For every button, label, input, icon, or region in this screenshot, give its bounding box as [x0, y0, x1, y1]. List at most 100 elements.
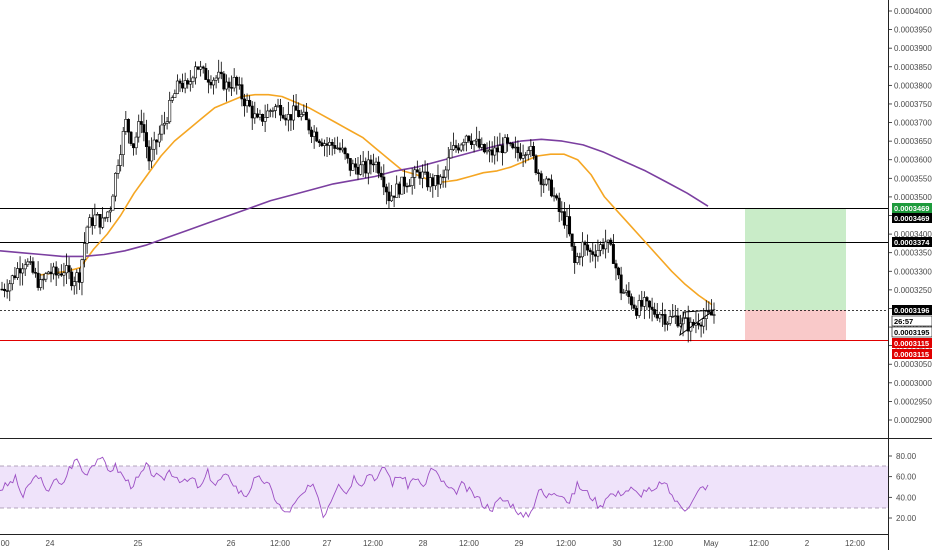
candle-body [245, 100, 249, 107]
time-tick-label: 2 [805, 539, 810, 548]
candle-body [163, 123, 167, 126]
price-tick-label: 0.0003900 [894, 44, 932, 53]
candle-body [34, 272, 38, 274]
candle-body [294, 105, 298, 111]
candle-body [103, 217, 107, 219]
candle-body [629, 296, 633, 306]
candle-body [310, 129, 314, 137]
candle-body [676, 315, 680, 327]
candle-body [614, 263, 618, 269]
candle-body [111, 195, 115, 211]
candle-body [263, 117, 267, 122]
candle-body [544, 178, 548, 185]
candle-body [431, 177, 435, 187]
take-profit-zone[interactable] [745, 208, 846, 310]
candle-body [250, 105, 254, 119]
candle-body [591, 251, 595, 255]
candle-body [201, 66, 205, 69]
candle-body [268, 110, 272, 112]
badge-resistance[interactable]: 0.0003469 [892, 213, 932, 223]
candle-body [196, 66, 200, 70]
triangle-pattern[interactable] [679, 309, 716, 337]
candle-body [707, 310, 711, 313]
price-tick-label: 0.0003850 [894, 63, 932, 72]
rsi-tick-label: 60.00 [896, 473, 917, 482]
candle-body [253, 113, 257, 119]
candle-body [444, 169, 448, 178]
candle-body [562, 211, 566, 226]
candle-body [227, 81, 231, 88]
candle-body [423, 171, 427, 174]
candle-body [570, 233, 574, 247]
candle-body [70, 271, 74, 287]
candle-body [93, 214, 97, 226]
candle-body [155, 139, 159, 143]
candle-body [101, 217, 105, 228]
candle-body [168, 100, 172, 123]
candle-body [23, 264, 27, 270]
badge-take-profit[interactable]: 0.0003469 [892, 203, 932, 213]
candle-body [557, 197, 561, 212]
candle-body [88, 217, 92, 228]
badge-support[interactable]: 0.0003374 [892, 237, 932, 247]
price-tick-label: 0.0003400 [894, 230, 932, 239]
candle-body [470, 140, 474, 145]
time-tick-label: 27 [323, 539, 332, 548]
badge-last-price[interactable]: 0.0003196 [892, 305, 932, 315]
candle-body [364, 161, 368, 174]
badge-countdown[interactable]: 26:57 [891, 315, 932, 327]
candle-body [28, 261, 32, 263]
candle-body [95, 214, 99, 216]
candle-body [317, 140, 321, 144]
candle-body [261, 113, 265, 122]
candle-body [52, 266, 56, 275]
candle-body [312, 131, 316, 137]
candle-body [83, 243, 87, 261]
candle-body [446, 157, 450, 171]
badge-stop-loss-1[interactable]: 0.0003115 [892, 338, 932, 348]
candle-body [150, 148, 154, 162]
candle-body [80, 259, 84, 283]
candle-body [583, 241, 587, 246]
candle-body [439, 176, 443, 185]
candle-body [255, 113, 259, 118]
candle-body [513, 146, 517, 149]
badge-stop-loss-2[interactable]: 0.0003115 [892, 349, 932, 359]
candle-body [248, 100, 252, 107]
time-tick-label: May [703, 539, 718, 548]
price-tick-label: 0.0003500 [894, 193, 932, 202]
candle-body [219, 71, 223, 75]
candle-body [598, 244, 602, 251]
candle-body [266, 110, 270, 118]
candle-body [549, 179, 553, 197]
candle-body [15, 268, 19, 278]
candle-body [333, 145, 337, 149]
time-tick-label: :00 [0, 539, 10, 548]
candle-body [475, 138, 479, 142]
candle-body [611, 244, 615, 264]
candle-body [488, 149, 492, 152]
time-tick-label: 12:00 [845, 539, 866, 548]
candle-body [343, 147, 347, 155]
price-tick-label: 0.0003600 [894, 156, 932, 165]
candle-body [467, 135, 471, 142]
candle-body [116, 165, 120, 174]
badge-label: 0.0003115 [894, 339, 929, 348]
candle-body [534, 155, 538, 174]
candle-body [85, 226, 89, 244]
stop-loss-zone[interactable] [745, 310, 846, 341]
candle-body [26, 261, 30, 266]
badge-current[interactable]: 0.0003195 [891, 326, 932, 338]
candle-body [235, 77, 239, 86]
time-tick-label: 12:00 [363, 539, 384, 548]
candle-body [635, 308, 639, 316]
candle-body [400, 176, 404, 195]
candle-body [490, 149, 494, 156]
candle-body [13, 275, 17, 278]
candle-body [451, 145, 455, 150]
candle-body [165, 121, 169, 124]
candle-body [188, 81, 192, 85]
candle-body [503, 137, 507, 154]
badge-label: 0.0003469 [894, 214, 929, 223]
